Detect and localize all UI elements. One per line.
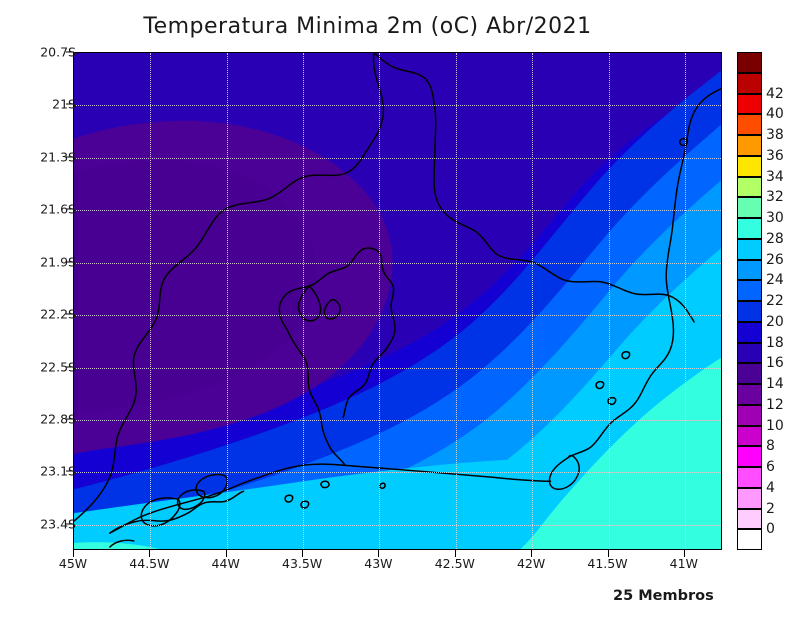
colorbar-tick-label: 14 <box>766 376 784 392</box>
colorbar-swatch <box>737 321 762 343</box>
colorbar-swatch <box>737 155 762 177</box>
colorbar-tick-label: 24 <box>766 272 784 289</box>
colorbar-tick-label: 2 <box>766 500 775 517</box>
y-tick-label: 23.4S <box>40 516 76 532</box>
colorbar-tick-label: 42 <box>766 85 784 102</box>
x-tick-label: 45W <box>58 556 88 571</box>
x-tick-label: 41W <box>669 556 698 571</box>
colorbar-tick-label: 10 <box>766 417 784 434</box>
colorbar-swatch <box>737 93 762 115</box>
colorbar-swatch <box>737 529 762 550</box>
colorbar-swatch <box>737 467 762 488</box>
colorbar-tick-label: 36 <box>766 147 784 164</box>
colorbar-swatch <box>737 72 762 94</box>
colorbar-tick-label: 4 <box>766 479 775 496</box>
y-tick-label: 21.3S <box>40 149 76 165</box>
y-tick-label: 21S <box>52 96 76 112</box>
colorbar-tick-label: 30 <box>766 210 784 226</box>
y-tick-label: 22.5S <box>40 359 76 374</box>
colorbar-tick-label: 22 <box>766 293 784 309</box>
colorbar-swatch <box>737 404 762 426</box>
colorbar-swatch <box>737 176 762 198</box>
colorbar-tick-label: 20 <box>766 313 784 330</box>
colorbar-tick-label: 38 <box>766 127 784 143</box>
colorbar-swatch <box>737 384 762 405</box>
colorbar-tick-label: 28 <box>766 230 784 247</box>
y-tick-label: 21.6S <box>40 201 76 217</box>
colorbar-tick-label: 12 <box>766 396 784 413</box>
colorbar-swatch <box>737 114 762 135</box>
colorbar-swatch <box>737 197 762 218</box>
colorbar-swatch <box>737 487 762 509</box>
colorbar-tick-label: 0 <box>766 521 775 538</box>
colorbar-swatch <box>737 135 762 156</box>
y-tick-label: 22.8S <box>40 411 76 427</box>
colorbar-tick-label: 16 <box>766 355 784 372</box>
colorbar-swatch <box>737 508 762 530</box>
colorbar-swatch <box>737 259 762 281</box>
y-tick-label: 21.9S <box>40 254 76 270</box>
colorbar-swatch <box>737 218 762 239</box>
colorbar-swatch <box>737 446 762 467</box>
colorbar-swatch <box>737 301 762 322</box>
x-tick-label: 44.5W <box>129 556 170 571</box>
temperature-colorbar <box>737 52 762 550</box>
colorbar-tick-label: 8 <box>766 438 775 455</box>
colorbar-tick-label: 18 <box>766 334 784 351</box>
ensemble-members-note: 25 Membros <box>613 588 714 604</box>
colorbar-tick-label: 40 <box>766 106 784 123</box>
colorbar-swatch <box>737 425 762 447</box>
colorbar-swatch <box>737 280 762 301</box>
colorbar-swatch <box>737 363 762 384</box>
colorbar-tick-label: 6 <box>766 459 775 475</box>
colorbar-tick-label: 26 <box>766 251 784 268</box>
x-tick-label: 42.5W <box>434 556 475 571</box>
y-tick-label: 22.2S <box>40 306 76 322</box>
colorbar-tick-label: 32 <box>766 189 784 206</box>
y-tick-label: 20.7S <box>40 44 76 60</box>
x-tick-label: 44W <box>211 556 240 571</box>
y-tick-label: 23.1S <box>40 463 76 479</box>
colorbar-swatch <box>737 52 762 73</box>
x-tick-label: 43W <box>364 556 393 571</box>
x-tick-label: 43.5W <box>281 556 323 571</box>
coastline-overlay <box>74 53 721 549</box>
colorbar-swatch <box>737 342 762 364</box>
x-tick-label: 42W <box>516 556 546 571</box>
chart-title: Temperatura Minima 2m (oC) Abr/2021 <box>143 14 592 39</box>
map-plot-area <box>73 52 722 550</box>
x-tick-label: 41.5W <box>587 556 628 571</box>
colorbar-swatch <box>737 238 762 260</box>
colorbar-tick-label: 34 <box>766 168 784 185</box>
